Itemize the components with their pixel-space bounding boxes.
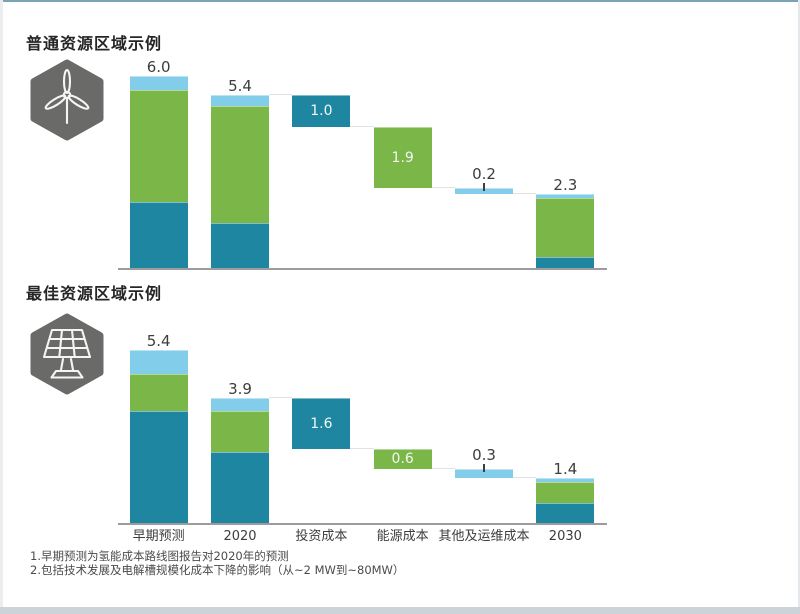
- bar-segment-teal: [211, 451, 270, 523]
- bar-segment-light_blue: [129, 350, 188, 374]
- bar-segment-teal: [211, 222, 270, 268]
- bar-segment-light_blue: [211, 398, 270, 411]
- value-label: 0.3: [472, 445, 496, 464]
- wind-turbine-icon: [28, 59, 106, 141]
- value-label: 3.9: [228, 380, 252, 399]
- bar-segment-teal: [129, 411, 188, 523]
- bar-segment-teal: [129, 202, 188, 268]
- value-label: 2.3: [553, 176, 578, 195]
- window-bottom-border: [0, 607, 800, 614]
- connector-line: [513, 193, 537, 195]
- value-label: 5.4: [146, 332, 171, 351]
- window-left-border: [0, 0, 3, 614]
- bar-segment-green: [211, 411, 270, 452]
- bar-segment-light_blue: [129, 76, 188, 90]
- solar-panel-icon: [28, 313, 106, 395]
- x-axis-line: [118, 523, 607, 525]
- bar-segment-teal: [536, 503, 595, 523]
- connector-line: [513, 477, 537, 479]
- x-axis-label: 早期预测: [132, 529, 185, 544]
- x-axis-label: 其他及运维成本: [438, 529, 530, 544]
- value-label: 5.4: [228, 77, 252, 96]
- x-axis-label: 2030: [548, 529, 582, 544]
- x-axis-label: 投资成本: [295, 529, 348, 544]
- value-label: 1.0: [310, 103, 333, 120]
- section-title-best-resource: 最佳资源区域示例: [26, 284, 163, 303]
- value-label: 1.4: [553, 460, 578, 479]
- bar-segment-green: [536, 198, 595, 257]
- footnote-1: 1.早期预测为氢能成本路线图报告对2020年的预测: [30, 549, 289, 563]
- bar-segment-green: [129, 89, 188, 203]
- floating-bar-light_blue: [455, 188, 514, 195]
- value-label: 0.6: [391, 451, 414, 467]
- x-axis-line: [118, 268, 607, 270]
- floating-bar-teal: [292, 398, 351, 450]
- connector-line: [269, 397, 293, 399]
- value-label: 1.6: [310, 415, 333, 432]
- value-label: 6.0: [146, 58, 171, 76]
- bar-segment-green: [211, 105, 270, 223]
- connector-line: [350, 448, 374, 450]
- bar-segment-green: [129, 373, 188, 411]
- label-tick: [483, 463, 486, 472]
- value-label: 0.2: [472, 165, 496, 183]
- x-axis-label: 能源成本: [376, 529, 429, 544]
- floating-bar-green: [373, 127, 432, 188]
- floating-bar-teal: [292, 95, 351, 128]
- bar-segment-teal: [536, 256, 595, 268]
- x-axis-label: 2020: [223, 529, 257, 544]
- window-right-border: [798, 0, 800, 614]
- window-top-border: [0, 0, 800, 2]
- connector-line: [350, 126, 374, 128]
- bar-segment-light_blue: [536, 478, 595, 483]
- value-label: 1.9: [391, 149, 414, 166]
- floating-bar-light_blue: [455, 468, 514, 479]
- bar-segment-green: [536, 482, 595, 504]
- footnote-2: 2.包括技术发展及电解槽规模化成本下降的影响（从~2 MW到~80MW）: [30, 563, 405, 577]
- connector-line: [431, 187, 456, 188]
- connector-line: [269, 94, 293, 96]
- floating-bar-green: [373, 449, 432, 469]
- label-tick: [483, 183, 486, 191]
- bar-segment-light_blue: [211, 95, 270, 106]
- bar-segment-light_blue: [536, 194, 595, 199]
- connector-line: [431, 467, 456, 469]
- section-title-ordinary-resource: 普通资源区域示例: [26, 34, 163, 53]
